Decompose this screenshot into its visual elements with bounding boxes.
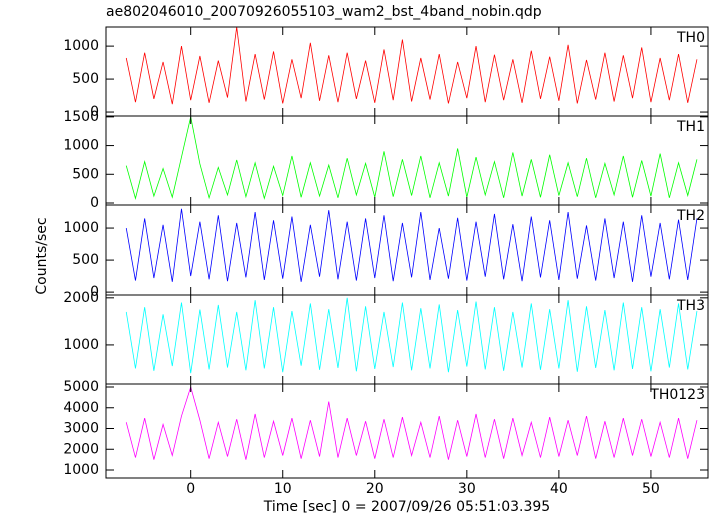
y-tick-label: 500: [72, 166, 99, 182]
light-curve: [125, 208, 698, 282]
panel-label: TH1: [676, 119, 705, 135]
y-tick-label: 2000: [63, 441, 99, 457]
y-tick-label: 0: [90, 104, 99, 120]
y-tick-label: 0: [90, 284, 99, 300]
y-tick-label: 3000: [63, 421, 99, 437]
y-tick-label: 4000: [63, 400, 99, 416]
y-tick-label: 500: [72, 252, 99, 268]
y-tick-label: 1000: [63, 337, 99, 353]
x-tick-label: 0: [186, 481, 195, 497]
light-curve: [125, 26, 698, 105]
x-tick-label: 50: [642, 481, 660, 497]
panel-label: TH3: [676, 298, 705, 314]
y-axis-label: Counts/sec: [34, 217, 50, 294]
y-tick-label: 2000: [63, 290, 99, 306]
y-tick-label: 0: [90, 195, 99, 211]
y-tick-label: 1000: [63, 38, 99, 54]
x-axis-label: Time [sec] 0 = 2007/09/26 05:51:03.395: [263, 499, 550, 515]
light-curve: [125, 297, 698, 374]
panel-label: TH0: [676, 30, 705, 46]
x-tick-label: 30: [458, 481, 476, 497]
y-tick-label: 5000: [63, 379, 99, 395]
y-tick-label: 1000: [63, 138, 99, 154]
panel-label: TH2: [676, 208, 705, 224]
x-tick-label: 10: [274, 481, 292, 497]
chart-title: ae802046010_20070926055103_wam2_bst_4ban…: [106, 4, 542, 20]
panel-frame: [105, 383, 709, 479]
y-tick-label: 1000: [63, 462, 99, 478]
panel-label: TH0123: [649, 387, 705, 403]
y-tick-label: 1500: [63, 109, 99, 125]
light-curve: [125, 116, 698, 200]
x-tick-label: 40: [550, 481, 568, 497]
x-tick-label: 20: [366, 481, 384, 497]
y-tick-label: 1000: [63, 220, 99, 236]
light-curve: [125, 385, 698, 460]
y-tick-label: 500: [72, 71, 99, 87]
